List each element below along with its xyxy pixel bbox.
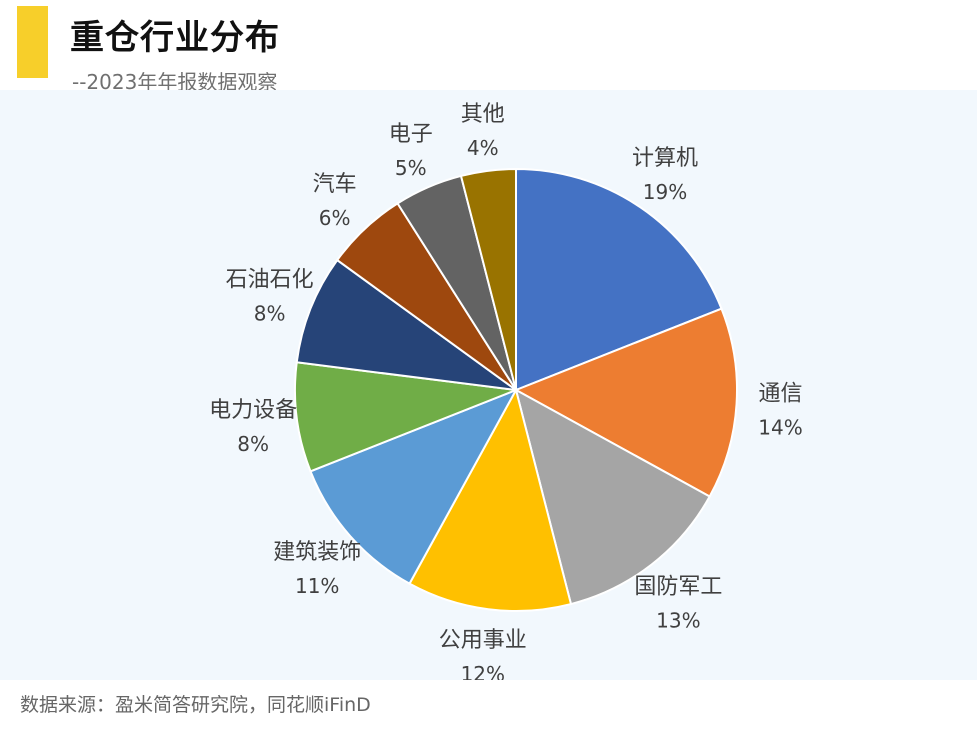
chart-area: 计算机 19% 通信 14% 国防军工 13% 公用事业 12% 建筑装饰 11% 电力设备 8% 石油… <box>0 90 977 686</box>
slice-percent-4: 11% <box>295 574 339 598</box>
pie-slice-9 <box>459 167 517 391</box>
pie-slices <box>294 167 738 612</box>
pie-labels: 计算机 19% 通信 14% 国防军工 13% 公用事业 12% 建筑装饰 11% 电力设备 8% 石油… <box>209 102 803 686</box>
data-source-note: 数据来源：盈米简答研究院，同花顺iFinD <box>20 694 371 716</box>
pie-slice-2 <box>514 388 712 606</box>
page-title: 重仓行业分布 <box>70 18 280 58</box>
pie-slice-3 <box>408 387 573 612</box>
slice-label-6: 石油石化 <box>226 267 314 292</box>
slice-percent-3: 12% <box>461 662 505 680</box>
slice-label-3: 公用事业 <box>439 628 527 653</box>
slice-percent-8: 5% <box>395 156 427 180</box>
pie-slice-0 <box>515 167 723 392</box>
slice-percent-2: 13% <box>656 608 700 632</box>
slice-percent-5: 8% <box>237 432 269 456</box>
pie-slice-4 <box>309 388 519 586</box>
pie-slice-5 <box>294 361 517 473</box>
slice-label-0: 计算机 <box>632 146 698 171</box>
slice-label-5: 电力设备 <box>209 398 297 423</box>
slice-label-9: 其他 <box>461 102 505 127</box>
slice-percent-6: 8% <box>254 301 286 325</box>
pie-chart: 计算机 19% 通信 14% 国防军工 13% 公用事业 12% 建筑装饰 11% 电力设备 8% 石油… <box>209 102 803 686</box>
slice-label-7: 汽车 <box>313 172 357 197</box>
slice-percent-9: 4% <box>467 136 499 160</box>
slice-label-2: 国防军工 <box>634 574 722 599</box>
slice-label-4: 建筑装饰 <box>273 540 361 565</box>
title-accent-bar <box>17 6 48 78</box>
slice-percent-0: 19% <box>643 180 687 204</box>
pie-slice-1 <box>513 307 738 498</box>
slice-label-1: 通信 <box>758 382 802 407</box>
pie-slice-6 <box>295 258 517 391</box>
slice-label-8: 电子 <box>389 122 433 147</box>
slice-percent-1: 14% <box>758 416 802 440</box>
slice-percent-7: 6% <box>319 206 351 230</box>
